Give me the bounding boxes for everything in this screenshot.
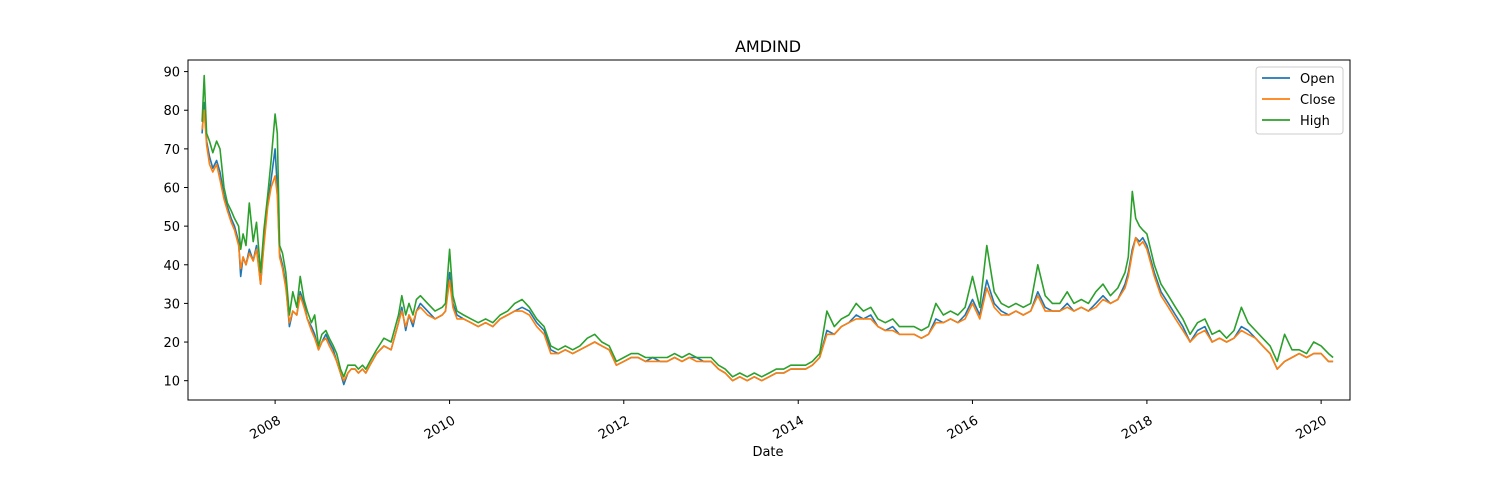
series-line-high <box>201 74 1334 378</box>
y-axis: 10 20 30 40 50 60 70 80 90 <box>163 66 188 390</box>
y-tick-label: 90 <box>163 66 180 81</box>
legend-label-open: Open <box>1300 72 1335 87</box>
legend-label-high: High <box>1300 114 1330 129</box>
y-tick-label: 40 <box>163 259 180 274</box>
chart-title: AMDIND <box>735 37 801 56</box>
plot-frame <box>187 59 1351 401</box>
legend-box <box>1255 66 1344 135</box>
y-tick-label: 70 <box>163 143 180 158</box>
y-tick-label: 80 <box>163 104 180 119</box>
legend-label-close: Close <box>1300 93 1335 108</box>
x-axis-label: Date <box>752 445 783 460</box>
y-tick-label: 60 <box>163 182 180 197</box>
legend: Open Close High <box>1255 66 1344 135</box>
series-line-close <box>201 109 1334 382</box>
plot-lines <box>201 74 1334 386</box>
y-tick-label: 10 <box>163 375 180 390</box>
y-tick-label: 30 <box>163 297 180 312</box>
y-tick-label: 50 <box>163 220 180 235</box>
y-tick-label: 20 <box>163 336 180 351</box>
